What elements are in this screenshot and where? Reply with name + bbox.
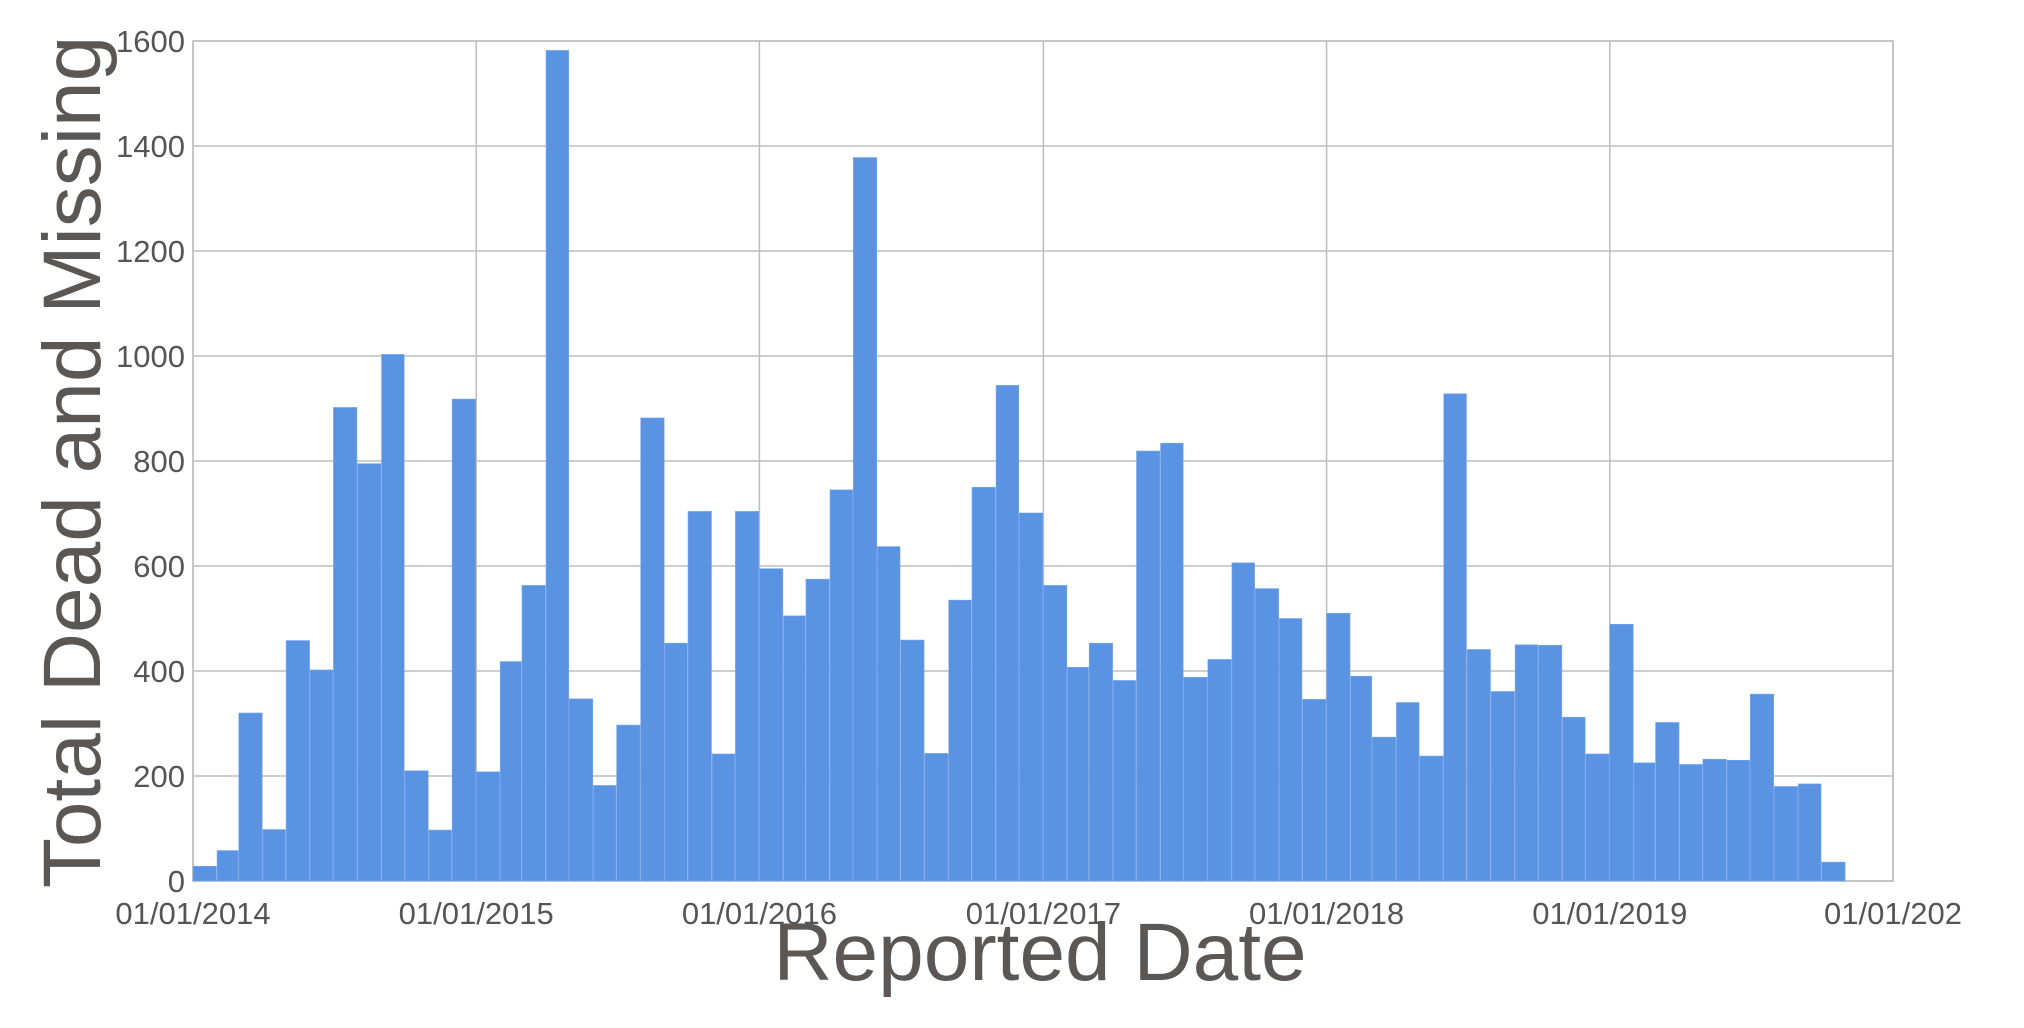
histogram-bar: [687, 511, 712, 882]
histogram-bar: [900, 639, 925, 882]
histogram-bar: [451, 398, 476, 882]
histogram-bar: [357, 463, 382, 882]
y-axis-title: Total Dead and Missing: [27, 36, 118, 888]
x-tick-label: 01/01/202: [1824, 896, 1962, 931]
x-tick-label: 01/01/2019: [1532, 896, 1687, 931]
histogram-bar: [545, 50, 570, 882]
histogram-bar: [711, 753, 736, 882]
y-tick-label: 0: [168, 864, 185, 899]
histogram-bar: [735, 511, 760, 882]
histogram-bar: [948, 599, 972, 882]
x-tick-label: 01/01/2015: [399, 896, 554, 931]
histogram-bar: [995, 385, 1020, 882]
histogram-bar: [1067, 667, 1089, 882]
histogram-bar: [404, 770, 429, 882]
histogram-bar: [192, 865, 217, 882]
y-tick-label: 1000: [116, 339, 185, 374]
y-tick-label: 1400: [116, 129, 185, 164]
x-tick-label: 01/01/2018: [1249, 896, 1404, 931]
histogram-bar: [1655, 722, 1680, 882]
histogram-bar: [616, 724, 641, 882]
histogram-bar: [1821, 861, 1846, 882]
histogram-bar: [1302, 699, 1327, 882]
histogram-bar: [1254, 588, 1279, 882]
histogram-bar: [664, 642, 688, 882]
y-tick-label: 1600: [116, 24, 185, 59]
histogram-bar: [1112, 680, 1137, 882]
bars: [192, 50, 1846, 882]
histogram-bar: [262, 829, 286, 882]
histogram-bar: [1773, 786, 1799, 882]
histogram-bar: [877, 546, 901, 882]
histogram-bar: [1088, 642, 1113, 882]
x-axis-title: Reported Date: [773, 907, 1306, 998]
y-tick-label: 800: [133, 444, 185, 479]
histogram-bar: [1278, 618, 1303, 882]
histogram-bar: [309, 669, 334, 882]
histogram-bar: [1466, 649, 1491, 882]
histogram-bar: [1019, 512, 1044, 882]
histogram-bar: [1326, 612, 1351, 882]
histogram-bar: [1679, 764, 1703, 882]
histogram-bar: [1231, 562, 1255, 882]
histogram-bar: [285, 640, 310, 882]
histogram-bar: [1798, 783, 1822, 882]
histogram-bar: [1396, 702, 1420, 882]
y-tick-label: 200: [133, 759, 185, 794]
histogram-bar: [1490, 691, 1515, 882]
histogram-bar: [216, 850, 239, 882]
histogram-bar: [759, 568, 784, 882]
histogram-bar: [238, 712, 263, 882]
histogram-bar: [499, 661, 522, 882]
histogram-bar: [1726, 759, 1750, 882]
histogram-bar: [1207, 659, 1232, 882]
histogram-bar: [593, 785, 617, 882]
x-tick-label: 01/01/2017: [966, 896, 1121, 931]
histogram-bar: [1443, 393, 1467, 882]
x-tick-label: 01/01/2016: [682, 896, 837, 931]
histogram-bar: [428, 829, 452, 882]
y-tick-label: 600: [133, 549, 185, 584]
histogram-bar: [569, 698, 594, 882]
histogram-bar: [1702, 758, 1727, 882]
histogram-bar: [1633, 762, 1656, 882]
histogram-bar: [1562, 716, 1586, 882]
histogram-bar: [1538, 644, 1563, 882]
histogram-bar: [1419, 755, 1444, 882]
y-tick-label: 1200: [116, 234, 185, 269]
x-tick-label: 01/01/2014: [115, 896, 270, 931]
histogram-bar: [783, 615, 806, 882]
histogram-bar: [924, 753, 949, 882]
histogram-bar: [381, 354, 405, 882]
histogram-bar: [1514, 644, 1539, 882]
histogram-bar: [640, 417, 665, 882]
histogram-bar: [1350, 675, 1373, 882]
histogram-bar: [1749, 693, 1774, 882]
histogram-bar: [1043, 585, 1068, 882]
histogram-bar: [1160, 442, 1184, 882]
tick-labels: 0 200 400 600 800 1000 1200 1400 1600 01/01/2014 0…: [115, 24, 1962, 931]
histogram-bar: [475, 771, 500, 882]
histogram-bar: [1609, 623, 1634, 882]
histogram-bar: [971, 486, 996, 882]
histogram-bar: [1183, 676, 1208, 882]
histogram-bar: [805, 578, 830, 882]
histogram-bar: [1372, 736, 1397, 882]
histogram-bar: [1585, 753, 1610, 882]
histogram-bar: [829, 489, 853, 882]
histogram-bar: [521, 585, 546, 882]
histogram-bar: [852, 157, 878, 882]
y-tick-label: 400: [133, 654, 185, 689]
histogram-bar: [1136, 450, 1161, 882]
histogram-bar: [333, 407, 358, 882]
